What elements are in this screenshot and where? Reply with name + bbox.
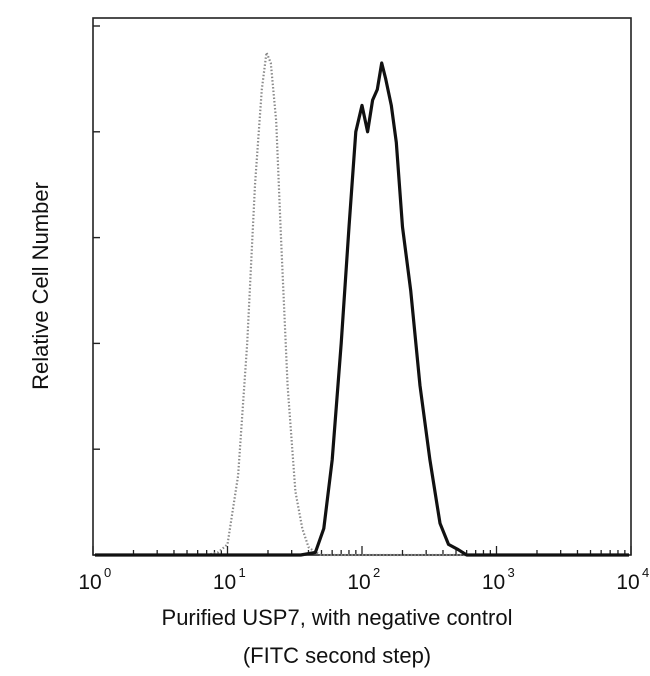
usp7-series — [95, 61, 629, 557]
y-axis-title: Relative Cell Number — [28, 182, 53, 390]
x-tick-base: 10 — [78, 571, 101, 594]
series-layer — [95, 51, 629, 557]
x-tick-exponent: 3 — [508, 565, 515, 580]
x-axis-tick-labels: 10 0 10 1 10 2 10 3 10 4 — [78, 565, 649, 594]
x-tick-label: 10 3 — [482, 565, 515, 594]
x-tick-base: 10 — [347, 571, 370, 594]
negative-control-series — [95, 51, 629, 557]
x-tick-base: 10 — [616, 571, 639, 594]
x-tick-exponent: 1 — [239, 565, 246, 580]
x-axis-subtitle: (FITC second step) — [243, 643, 431, 668]
x-axis-title: Purified USP7, with negative control — [162, 605, 513, 630]
y-axis-ticks — [93, 25, 100, 556]
x-tick-label: 10 1 — [213, 565, 246, 594]
x-tick-exponent: 2 — [373, 565, 380, 580]
x-tick-label: 10 4 — [616, 565, 649, 594]
x-tick-base: 10 — [482, 571, 505, 594]
x-tick-label: 10 2 — [347, 565, 380, 594]
plot-frame — [92, 17, 632, 556]
x-tick-exponent: 4 — [642, 565, 649, 580]
x-tick-base: 10 — [213, 571, 236, 594]
x-tick-exponent: 0 — [104, 565, 111, 580]
x-tick-label: 10 0 — [78, 565, 111, 594]
